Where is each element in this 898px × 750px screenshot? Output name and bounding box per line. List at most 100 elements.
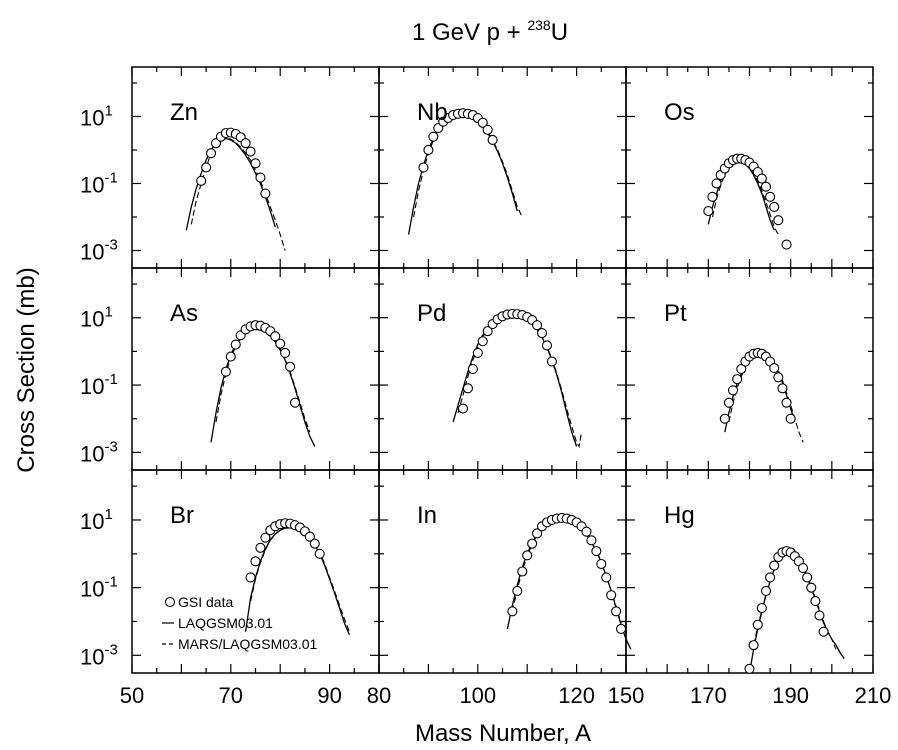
gsi-data-point bbox=[591, 546, 602, 557]
gsi-data-point bbox=[275, 338, 286, 349]
gsi-data-point bbox=[225, 351, 236, 362]
gsi-data-point bbox=[418, 162, 429, 173]
x-tick-label: 50 bbox=[120, 683, 144, 708]
gsi-data-point bbox=[606, 590, 617, 601]
gsi-data-point bbox=[756, 602, 767, 614]
gsi-data-point bbox=[220, 366, 231, 377]
gsi-data-point bbox=[245, 146, 256, 157]
x-axis-title: Mass Number, A bbox=[415, 720, 591, 747]
gsi-data-point bbox=[765, 572, 776, 583]
gsi-data-point bbox=[785, 413, 796, 424]
panel-hg: Hg bbox=[625, 469, 874, 674]
panel-br: Br bbox=[131, 469, 380, 674]
x-tick-label: 210 bbox=[855, 683, 892, 708]
gsi-data-point bbox=[802, 572, 813, 583]
panel-frame bbox=[131, 267, 380, 471]
gsi-data-point bbox=[255, 172, 266, 183]
panel-zn: Zn bbox=[131, 66, 380, 269]
gsi-data-point bbox=[423, 144, 434, 156]
gsi-data-point bbox=[773, 215, 784, 226]
legend-label: MARS/LAQGSM03.01 bbox=[178, 636, 317, 652]
panel-frame bbox=[625, 267, 874, 471]
panel-element-label: Br bbox=[170, 502, 194, 529]
gsi-data-point bbox=[522, 550, 533, 561]
gsi-data-point bbox=[756, 173, 767, 184]
panel-pd: Pd bbox=[378, 267, 627, 471]
gsi-data-point bbox=[314, 548, 325, 559]
panel-in: In bbox=[378, 469, 632, 674]
gsi-data-point bbox=[517, 566, 528, 577]
gsi-data-point bbox=[719, 413, 730, 424]
x-tick-label: 190 bbox=[772, 683, 809, 708]
y-tick-label: 10-1 bbox=[80, 574, 118, 602]
gsi-data-point bbox=[810, 596, 821, 607]
series-laqgsm-line bbox=[407, 115, 518, 235]
gsi-data-point bbox=[280, 347, 291, 358]
panel-frame bbox=[378, 267, 627, 471]
panel-os: Os bbox=[625, 66, 874, 269]
panel-element-label: Zn bbox=[170, 99, 198, 126]
panel-element-label: As bbox=[170, 300, 198, 327]
x-tick-label: 70 bbox=[219, 683, 243, 708]
series-mars-laqgsm-line bbox=[413, 115, 523, 218]
panel-frame bbox=[378, 469, 627, 674]
y-tick-label: 101 bbox=[80, 102, 113, 130]
gsi-data-point bbox=[765, 191, 776, 202]
gsi-data-point bbox=[601, 572, 612, 583]
x-tick-label: 170 bbox=[690, 683, 727, 708]
gsi-data-point bbox=[769, 560, 780, 571]
gsi-data-point bbox=[472, 347, 483, 358]
gsi-data-point bbox=[781, 239, 792, 250]
gsi-data-point bbox=[240, 138, 251, 149]
y-tick-label: 10-1 bbox=[80, 371, 118, 399]
x-tick-label: 90 bbox=[317, 683, 341, 708]
gsi-data-point bbox=[285, 361, 296, 372]
gsi-data-point bbox=[309, 538, 320, 549]
gsi-data-point bbox=[596, 558, 607, 570]
gsi-data-point bbox=[512, 585, 523, 596]
gsi-data-point bbox=[260, 188, 271, 199]
y-tick-label: 101 bbox=[80, 506, 113, 534]
gsi-data-point bbox=[477, 117, 488, 128]
gsi-data-point bbox=[482, 326, 493, 337]
gsi-data-point bbox=[760, 585, 772, 596]
gsi-data-point bbox=[196, 175, 207, 186]
series-laqgsm-line bbox=[185, 137, 276, 231]
x-tick-label: 150 bbox=[608, 683, 645, 708]
gsi-data-point bbox=[616, 623, 627, 635]
gsi-data-point bbox=[773, 372, 784, 383]
chart-title: 1 GeV p + 238U bbox=[412, 17, 568, 46]
gsi-data-point bbox=[752, 619, 763, 630]
panel-element-label: Os bbox=[664, 99, 695, 126]
gsi-data-point bbox=[797, 562, 809, 574]
gsi-data-point bbox=[723, 397, 734, 408]
y-axis-title: Cross Section (mb) bbox=[13, 267, 40, 472]
gsi-data-point bbox=[736, 363, 747, 375]
gsi-data-point bbox=[477, 336, 488, 347]
panel-pt: Pt bbox=[625, 267, 874, 471]
gsi-data-point bbox=[289, 397, 301, 408]
panel-element-label: Pt bbox=[664, 300, 687, 327]
panel-nb: Nb bbox=[378, 66, 627, 269]
gsi-data-point bbox=[250, 556, 261, 567]
y-tick-label: 101 bbox=[80, 304, 113, 332]
gsi-data-point bbox=[769, 363, 780, 374]
gsi-data-point bbox=[777, 383, 788, 394]
legend: GSI data LAQGSM03.01 MARS/LAQGSM03.01 bbox=[162, 594, 317, 652]
gsi-data-point bbox=[482, 124, 493, 135]
series-mars-laqgsm-line bbox=[215, 328, 311, 433]
x-tick-label: 100 bbox=[459, 683, 496, 708]
gsi-data-point bbox=[532, 528, 543, 539]
gsi-data-point bbox=[527, 538, 538, 549]
gsi-data-point bbox=[205, 148, 217, 159]
legend-label: LAQGSM03.01 bbox=[178, 615, 273, 631]
gsi-data-point bbox=[732, 374, 743, 385]
series-laqgsm-line bbox=[506, 519, 632, 650]
gsi-data-point bbox=[260, 532, 271, 543]
gsi-data-point bbox=[748, 640, 759, 651]
gsi-data-point bbox=[546, 356, 557, 367]
gsi-data-point bbox=[245, 572, 256, 583]
gsi-data-point bbox=[536, 328, 548, 339]
gsi-data-point bbox=[255, 542, 266, 553]
